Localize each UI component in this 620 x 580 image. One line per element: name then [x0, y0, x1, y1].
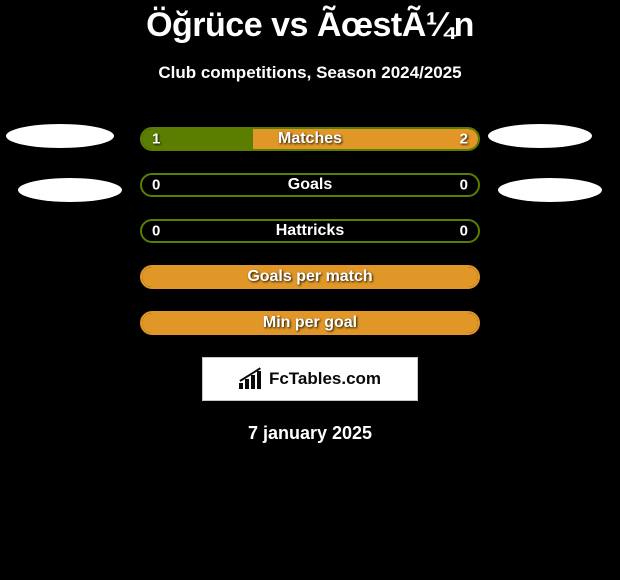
stat-fill-right [142, 267, 478, 287]
stat-row: 0 0Hattricks [140, 219, 480, 243]
badge-text: FcTables.com [269, 369, 381, 389]
stat-rows: 12Matches00Goals00HattricksGoals per mat… [140, 127, 480, 335]
fctables-badge[interactable]: FcTables.com [202, 357, 418, 401]
stat-row: 0 0Goals [140, 173, 480, 197]
stat-row: 12Matches [140, 127, 480, 151]
stat-fill-left [142, 129, 253, 149]
stat-value-left: 0 [152, 223, 160, 240]
player-right-shape [488, 124, 592, 148]
stat-value-right: 0 [460, 223, 468, 240]
stat-row: Goals per match [140, 265, 480, 289]
stat-label: Hattricks [142, 222, 478, 240]
player-left-shape [6, 124, 114, 148]
stat-fill-right [253, 129, 478, 149]
comparison-card: Öğrüce vs ÃœstÃ¼n Club competitions, Sea… [0, 0, 620, 580]
stat-fill-right [142, 313, 478, 333]
snapshot-date: 7 january 2025 [0, 423, 620, 444]
page-title: Öğrüce vs ÃœstÃ¼n [0, 6, 620, 45]
player-right-shape [498, 178, 602, 202]
chart-icon [239, 367, 263, 391]
stat-label: Goals [142, 176, 478, 194]
subtitle: Club competitions, Season 2024/2025 [0, 63, 620, 83]
stat-row: Min per goal [140, 311, 480, 335]
player-left-shape [18, 178, 122, 202]
stat-value-right: 0 [460, 177, 468, 194]
stat-value-left: 0 [152, 177, 160, 194]
